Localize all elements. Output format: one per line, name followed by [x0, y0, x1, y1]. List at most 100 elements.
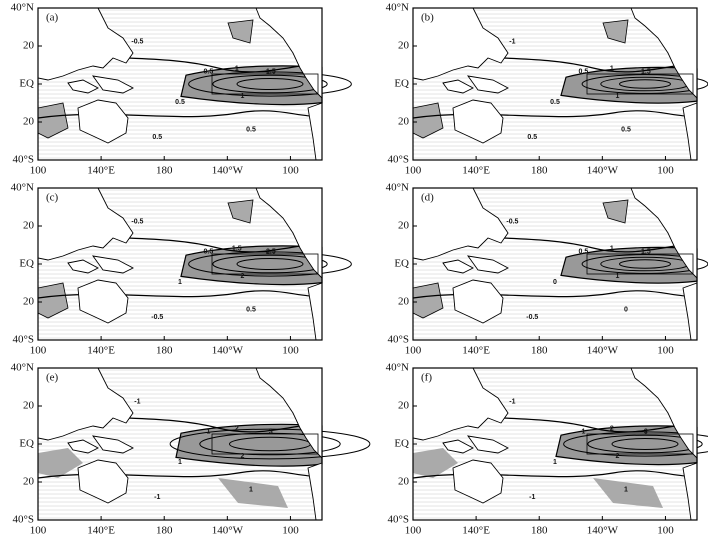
contour-label: 0.5 [175, 99, 185, 106]
contour-label: 0.5 [579, 249, 589, 256]
contour-label: 2 [610, 426, 614, 433]
panel-label: (d) [421, 192, 434, 204]
panel-label: (b) [421, 12, 434, 24]
x-tick-label: 140°W [212, 165, 244, 177]
y-tick-label: 40°N [11, 182, 34, 194]
coastline [92, 255, 134, 274]
x-tick-label: 140°W [587, 165, 619, 177]
coastline [37, 187, 134, 261]
contour-label: 3 [269, 429, 273, 436]
contour-label: 0.5 [621, 126, 631, 133]
y-tick-label: 40°N [386, 2, 409, 14]
contour-label: 2 [241, 453, 245, 460]
contour-line [619, 259, 671, 269]
x-tick-label: 180 [531, 165, 548, 177]
contour-label: 1 [235, 66, 239, 73]
y-tick-label: 20 [23, 400, 35, 412]
contour-label: 3 [644, 429, 648, 436]
contour-label: 1 [610, 66, 614, 73]
y-tick-label: 40°N [11, 362, 34, 374]
y-tick-label: 40°N [386, 182, 409, 194]
x-tick-label: 140°W [212, 345, 244, 357]
x-tick-label: 180 [156, 345, 173, 357]
y-tick-label: 20 [23, 476, 35, 488]
contour-label: 1 [249, 486, 253, 493]
contour-label: -0.5 [151, 314, 163, 321]
y-tick-label: 40°S [387, 514, 409, 526]
contour-label: 0.5 [579, 69, 589, 76]
contour-label: 1.5 [266, 69, 276, 76]
contour-label: 1.5 [232, 246, 242, 253]
contour-label: 0 [624, 306, 628, 313]
y-tick-label: 40°S [12, 154, 34, 166]
y-tick-label: 20 [398, 116, 410, 128]
contour-line [563, 431, 708, 457]
coastline [412, 7, 509, 81]
coastline [467, 435, 509, 454]
y-tick-label: 20 [23, 116, 35, 128]
contour-label: 0.5 [204, 69, 214, 76]
x-tick-label: 140°E [87, 165, 115, 177]
coastline [442, 259, 474, 274]
x-tick-label: 140°E [87, 345, 115, 357]
y-tick-label: EQ [394, 438, 409, 450]
contour-line [236, 258, 304, 270]
x-tick-label: 140°E [462, 165, 490, 177]
contour-label: 0.5 [246, 306, 256, 313]
panel-label: (a) [46, 12, 59, 24]
coastline [37, 367, 134, 441]
coastline [412, 187, 509, 261]
coastline [452, 459, 504, 504]
y-tick-label: 40°N [386, 362, 409, 374]
y-tick-label: 20 [398, 40, 410, 52]
contour-label: -1 [509, 38, 515, 45]
x-tick-label: 100 [30, 165, 47, 177]
y-tick-label: EQ [394, 78, 409, 90]
contour-label: 1 [616, 93, 620, 100]
contour-line [611, 438, 679, 450]
contour-label: 0.5 [152, 134, 162, 141]
contour-label: 1 [553, 459, 557, 466]
y-tick-label: 40°S [12, 334, 34, 346]
contour-line [169, 428, 371, 460]
x-tick-label: 100 [657, 345, 674, 357]
coastline [442, 79, 474, 94]
coastline [67, 259, 99, 274]
coastline [77, 459, 129, 504]
contour-label: 1 [624, 486, 628, 493]
contour-line [236, 78, 304, 90]
contour-label: 2 [241, 273, 245, 280]
x-tick-label: 100 [405, 345, 422, 357]
map-panel: (c)0.5 1.5 2.521-0.50.5-0.540°N20EQ2040°S1… [11, 182, 352, 357]
contour-label: 2 [616, 453, 620, 460]
contour-label: 0.5 [246, 126, 256, 133]
y-tick-label: 20 [23, 296, 35, 308]
y-tick-label: 20 [23, 220, 35, 232]
coastline [77, 99, 129, 144]
x-tick-label: 100 [282, 345, 299, 357]
contour-line [188, 71, 352, 97]
map-panel: (a)0.5 1 1.510.50.50.5-0.540°N20EQ2040°S10… [11, 2, 352, 177]
panel-label: (f) [421, 372, 432, 384]
contour-label: 2.5 [266, 249, 276, 256]
coastline [467, 75, 509, 94]
nino-box [211, 253, 319, 275]
contour-label: 2 [235, 426, 239, 433]
contour-label: 0.5 [204, 249, 214, 256]
coastline [442, 439, 474, 454]
contour-line [619, 79, 671, 89]
y-tick-label: 20 [398, 476, 410, 488]
coastline [467, 255, 509, 274]
x-tick-label: 100 [30, 525, 47, 537]
contour-label: 1 [610, 246, 614, 253]
x-tick-label: 100 [282, 165, 299, 177]
y-tick-label: 20 [398, 220, 410, 232]
coastline [37, 7, 134, 81]
contour-label: -0.5 [131, 38, 143, 45]
x-tick-label: 180 [156, 525, 173, 537]
y-tick-label: 40°S [387, 154, 409, 166]
contour-line [212, 74, 328, 94]
coastline [92, 75, 134, 94]
contour-label: -1 [529, 494, 535, 501]
